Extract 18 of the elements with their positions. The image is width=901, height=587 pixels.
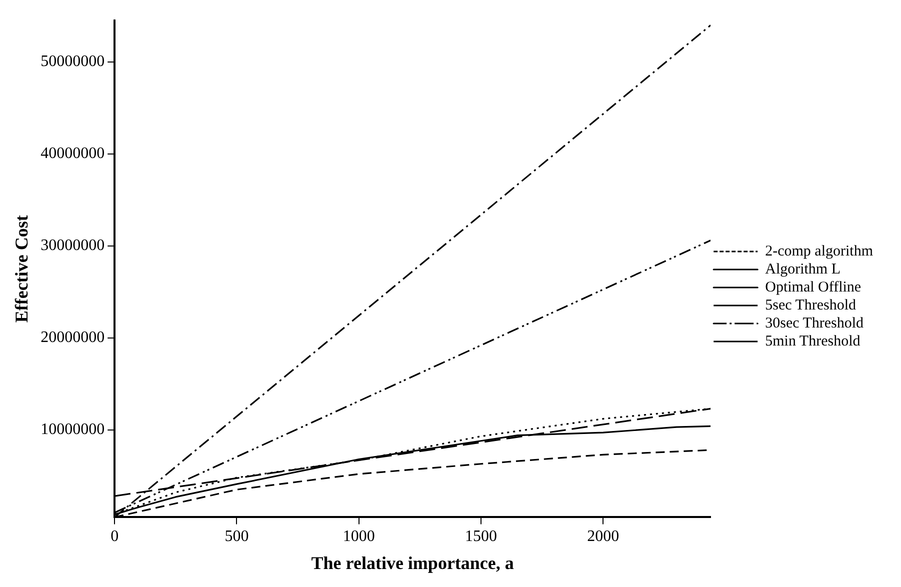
legend-label: Algorithm L xyxy=(765,261,841,278)
x-tick-label: 500 xyxy=(224,528,249,546)
x-tick-label: 1000 xyxy=(342,528,375,546)
y-tick-label: 40000000 xyxy=(40,145,105,162)
y-tick-label: 50000000 xyxy=(40,53,105,70)
legend-label: 5sec Threshold xyxy=(765,297,857,314)
y-tick-label: 20000000 xyxy=(40,329,105,346)
x-tick-label: 2000 xyxy=(587,528,620,546)
x-axis-title: The relative importance, a xyxy=(311,552,514,573)
legend-label: 2-comp algorithm xyxy=(765,243,874,260)
legend-label: 30sec Threshold xyxy=(765,315,864,332)
y-tick-label: 10000000 xyxy=(40,421,105,438)
y-tick-label: 30000000 xyxy=(40,237,105,254)
legend-label: Optimal Offline xyxy=(765,279,862,296)
legend-label: 5min Threshold xyxy=(765,333,861,350)
y-axis-title: Effective Cost xyxy=(11,215,32,323)
x-tick-label: 0 xyxy=(110,528,119,546)
x-tick-label: 1500 xyxy=(465,528,497,546)
